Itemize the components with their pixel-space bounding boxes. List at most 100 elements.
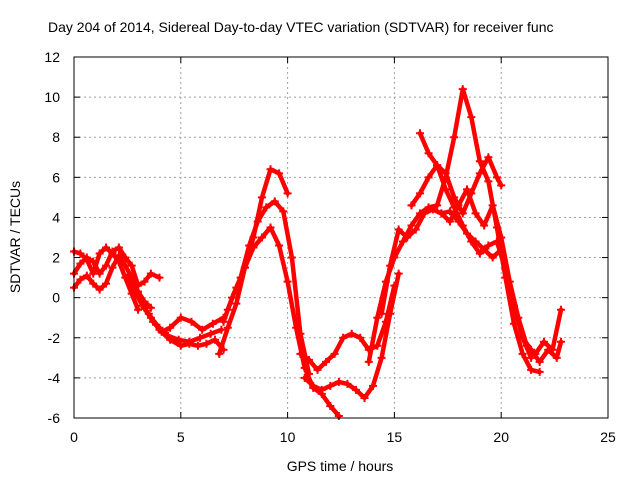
data-point [454, 201, 463, 210]
data-point [527, 345, 536, 354]
data-point [76, 249, 85, 258]
data-point [441, 169, 450, 178]
data-point [95, 269, 104, 278]
data-point [445, 217, 454, 226]
data-point [129, 285, 138, 294]
data-point [102, 279, 111, 288]
data-point [262, 203, 271, 212]
data-point [155, 325, 164, 334]
data-point [480, 221, 489, 230]
data-point [114, 243, 123, 252]
data-point [283, 277, 292, 286]
data-point [497, 233, 506, 242]
data-point [279, 207, 288, 216]
data-point [463, 185, 472, 194]
data-point [146, 269, 155, 278]
data-point [89, 279, 98, 288]
data-point [416, 189, 425, 198]
data-point [488, 201, 497, 210]
data-point [140, 277, 149, 286]
data-point [492, 173, 501, 182]
data-point [407, 201, 416, 210]
y-tick-label: 8 [52, 129, 60, 145]
data-point [394, 225, 403, 234]
data-point [196, 333, 205, 342]
data-point [433, 161, 442, 170]
y-tick-label: -2 [48, 330, 61, 346]
data-point [304, 355, 313, 364]
series-track-17 [518, 333, 566, 366]
data-point [518, 333, 527, 342]
series-track-16 [437, 185, 566, 358]
data-point [144, 309, 153, 318]
series-track-5 [129, 285, 226, 346]
data-point [458, 85, 467, 94]
data-point [356, 333, 365, 342]
x-tick-label: 20 [493, 429, 509, 445]
data-point [313, 365, 322, 374]
data-point [360, 393, 369, 402]
data-point [428, 205, 437, 214]
data-point [266, 223, 275, 232]
data-point [219, 317, 228, 326]
data-point [394, 269, 403, 278]
data-point [202, 339, 211, 348]
data-point [270, 197, 279, 206]
data-point [187, 317, 196, 326]
series-line [225, 225, 342, 419]
data-point [296, 349, 305, 358]
data-point [458, 209, 467, 218]
data-point [386, 261, 395, 270]
data-point [475, 157, 484, 166]
data-point [347, 329, 356, 338]
data-point [326, 401, 335, 410]
data-point [138, 301, 147, 310]
data-point [514, 313, 523, 322]
data-point [386, 309, 395, 318]
data-point [76, 275, 85, 284]
data-point [121, 261, 130, 270]
data-point [544, 345, 553, 354]
data-point [403, 233, 412, 242]
data-point [424, 149, 433, 158]
y-tick-label: -4 [48, 370, 61, 386]
data-point [317, 385, 326, 394]
data-point [176, 313, 185, 322]
data-point [484, 241, 493, 250]
y-tick-label: 0 [52, 290, 60, 306]
data-point [497, 181, 506, 190]
data-point [445, 207, 454, 216]
x-tick-label: 25 [600, 429, 616, 445]
series-track-6 [144, 309, 228, 354]
data-point [300, 363, 309, 372]
y-tick-label: 12 [44, 49, 60, 65]
data-point [155, 273, 164, 282]
data-point [475, 249, 484, 258]
data-point [416, 129, 425, 138]
data-point [287, 253, 296, 262]
series-track-11 [300, 269, 403, 402]
data-point [450, 133, 459, 142]
data-point [193, 341, 202, 350]
x-axis-label: GPS time / hours [287, 458, 394, 474]
data-point [82, 253, 91, 262]
data-point [557, 305, 566, 314]
series-line [298, 283, 397, 373]
x-tick-label: 15 [387, 429, 403, 445]
data-point [114, 251, 123, 260]
data-point [377, 353, 386, 362]
data-point [475, 169, 484, 178]
data-point [102, 243, 111, 252]
x-tick-label: 5 [177, 429, 185, 445]
data-point [95, 249, 104, 258]
data-point [215, 349, 224, 358]
chart-title: Day 204 of 2014, Sidereal Day-to-day VTE… [48, 19, 554, 35]
data-point [364, 357, 373, 366]
data-point [433, 201, 442, 210]
y-tick-label: 4 [52, 209, 60, 225]
data-point [467, 237, 476, 246]
data-point [123, 273, 132, 282]
data-point [322, 357, 331, 366]
data-point [484, 153, 493, 162]
data-point [535, 357, 544, 366]
